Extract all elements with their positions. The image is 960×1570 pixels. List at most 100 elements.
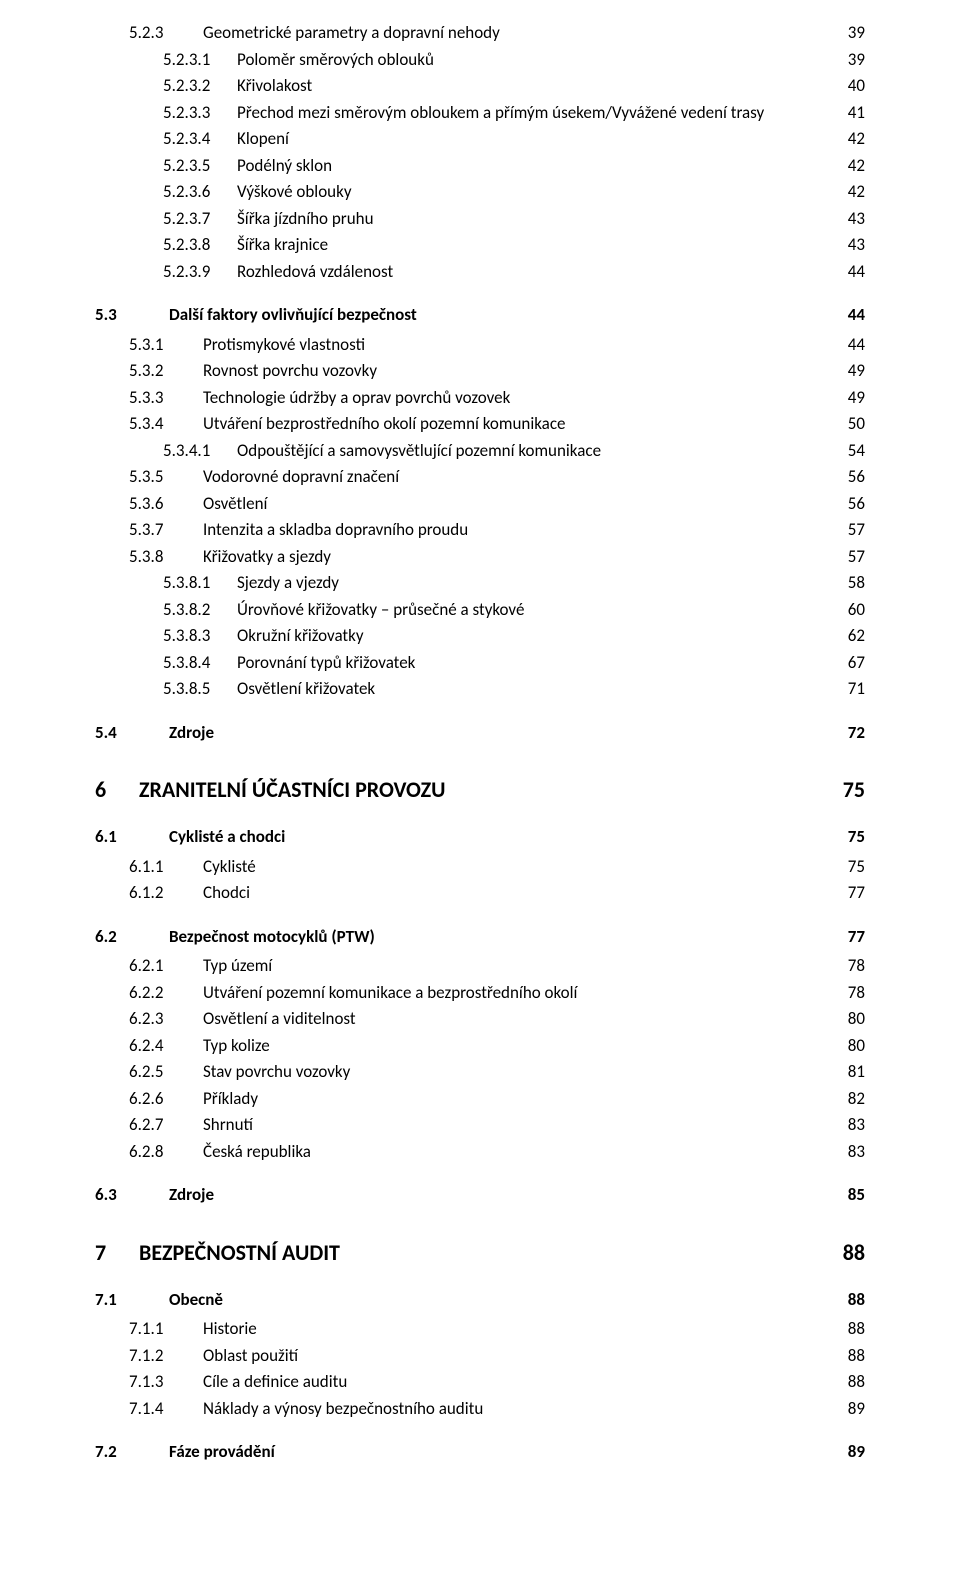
toc-entry-title: Sjezdy a vjezdy — [237, 570, 836, 596]
toc-entry-page: 40 — [848, 73, 865, 99]
toc-entry-title: Odpouštějící a samovysvětlující pozemní … — [237, 438, 836, 464]
toc-entry-page: 49 — [848, 358, 865, 384]
toc-entry-number: 5.3.8 — [129, 544, 203, 570]
toc-entry-title: Úrovňové křižovatky – průsečné a stykové — [237, 597, 836, 623]
toc-entry-title: Protismykové vlastnosti — [203, 332, 836, 358]
toc-entry-page: 41 — [848, 100, 865, 126]
toc-entry-page: 43 — [848, 232, 865, 258]
toc-entry-number: 5.3.6 — [129, 491, 203, 517]
toc-entry-number: 7.1 — [95, 1287, 169, 1313]
toc-entry-title: Přechod mezi směrovým obloukem a přímým … — [237, 100, 836, 126]
toc-entry-title: ZRANITELNÍ ÚČASTNÍCI PROVOZU — [139, 773, 831, 806]
toc-entry: 6.2.1Typ území78 — [95, 953, 865, 979]
toc-entry: 5.2.3.7Šířka jízdního pruhu 43 — [95, 206, 865, 232]
toc-entry: 6.2.3Osvětlení a viditelnost80 — [95, 1006, 865, 1032]
toc-entry-title: Cyklisté — [203, 854, 836, 880]
toc-entry-number: 7.1.2 — [129, 1343, 203, 1369]
toc-entry-title: Klopení — [237, 126, 836, 152]
toc-entry-page: 49 — [848, 385, 865, 411]
toc-entry-number: 5.2.3.9 — [163, 259, 237, 285]
toc-entry: 5.4Zdroje72 — [95, 720, 865, 746]
toc-entry-title: Cyklisté a chodci — [169, 824, 836, 850]
toc-entry-number: 6.2.1 — [129, 953, 203, 979]
toc-entry-title: Šířka jízdního pruhu — [237, 206, 836, 232]
toc-entry-number: 5.2.3.3 — [163, 100, 237, 126]
toc-entry-number: 6.2.7 — [129, 1112, 203, 1138]
toc-entry-page: 85 — [848, 1182, 865, 1208]
toc-entry: 6.2.4Typ kolize80 — [95, 1033, 865, 1059]
toc-entry-page: 67 — [848, 650, 865, 676]
toc-entry-title: Osvětlení — [203, 491, 836, 517]
toc-entry-title: Podélný sklon — [237, 153, 836, 179]
toc-entry: 5.3.7Intenzita a skladba dopravního prou… — [95, 517, 865, 543]
toc-entry-number: 6.3 — [95, 1182, 169, 1208]
toc-entry-number: 6.1 — [95, 824, 169, 850]
toc-entry-page: 44 — [848, 259, 865, 285]
toc-entry-page: 56 — [848, 464, 865, 490]
toc-entry-number: 5.2.3.7 — [163, 206, 237, 232]
toc-entry: 7.1.4Náklady a výnosy bezpečnostního aud… — [95, 1396, 865, 1422]
toc-entry-title: BEZPEČNOSTNÍ AUDIT — [139, 1236, 831, 1269]
toc-entry: 5.3.2Rovnost povrchu vozovky49 — [95, 358, 865, 384]
toc-entry: 5.3.8.2Úrovňové křižovatky – průsečné a … — [95, 597, 865, 623]
toc-entry: 6.3Zdroje85 — [95, 1182, 865, 1208]
toc-entry: 7.1.2Oblast použití 88 — [95, 1343, 865, 1369]
toc-entry-number: 5.3.7 — [129, 517, 203, 543]
toc-entry-page: 88 — [848, 1343, 865, 1369]
toc-entry-page: 62 — [848, 623, 865, 649]
toc-entry-page: 77 — [848, 924, 865, 950]
toc-entry-number: 7.2 — [95, 1439, 169, 1465]
toc-entry-page: 75 — [848, 824, 865, 850]
toc-entry-number: 5.2.3.8 — [163, 232, 237, 258]
toc-entry-title: Vodorovné dopravní značení — [203, 464, 836, 490]
toc-entry: 6.1.2Chodci77 — [95, 880, 865, 906]
toc-entry-number: 5.4 — [95, 720, 169, 746]
toc-entry: 6.2.6Příklady82 — [95, 1086, 865, 1112]
toc-entry-title: Oblast použití — [203, 1343, 836, 1369]
toc-entry-title: Další faktory ovlivňující bezpečnost — [169, 302, 836, 328]
toc-entry-title: Technologie údržby a oprav povrchů vozov… — [203, 385, 836, 411]
toc-entry: 5.3.8.3Okružní křižovatky62 — [95, 623, 865, 649]
toc-entry-page: 82 — [848, 1086, 865, 1112]
toc-entry: 7.1.3Cíle a definice auditu88 — [95, 1369, 865, 1395]
toc-entry-number: 6.2.2 — [129, 980, 203, 1006]
toc-entry: 5.2.3.2Křivolakost40 — [95, 73, 865, 99]
toc-entry: 6ZRANITELNÍ ÚČASTNÍCI PROVOZU75 — [95, 773, 865, 806]
toc-entry-title: Obecně — [169, 1287, 836, 1313]
toc-entry-title: Okružní křižovatky — [237, 623, 836, 649]
toc-entry: 5.3.1Protismykové vlastnosti44 — [95, 332, 865, 358]
toc-entry-page: 71 — [848, 676, 865, 702]
toc-entry-number: 6.1.2 — [129, 880, 203, 906]
toc-entry-number: 7 — [95, 1236, 139, 1269]
toc-entry-page: 75 — [848, 854, 865, 880]
toc-entry-page: 39 — [848, 47, 865, 73]
toc-entry-number: 5.2.3.1 — [163, 47, 237, 73]
toc-entry-number: 6.2 — [95, 924, 169, 950]
toc-entry-title: Křižovatky a sjezdy — [203, 544, 836, 570]
toc-entry-title: Šířka krajnice — [237, 232, 836, 258]
toc-entry-title: Geometrické parametry a dopravní nehody — [203, 20, 836, 46]
toc-entry-title: Osvětlení a viditelnost — [203, 1006, 836, 1032]
toc-entry: 7BEZPEČNOSTNÍ AUDIT88 — [95, 1236, 865, 1269]
toc-entry-title: Bezpečnost motocyklů (PTW) — [169, 924, 836, 950]
toc-entry: 5.3.4Utváření bezprostředního okolí poze… — [95, 411, 865, 437]
toc-entry: 6.1Cyklisté a chodci 75 — [95, 824, 865, 850]
toc-entry-title: Utváření bezprostředního okolí pozemní k… — [203, 411, 836, 437]
toc-entry-number: 5.3.8.4 — [163, 650, 237, 676]
toc-entry-title: Historie — [203, 1316, 836, 1342]
toc-entry-number: 5.3.8.1 — [163, 570, 237, 596]
toc-entry: 7.2Fáze provádění89 — [95, 1439, 865, 1465]
toc-entry: 5.2.3Geometrické parametry a dopravní ne… — [95, 20, 865, 46]
toc-entry-number: 5.3 — [95, 302, 169, 328]
toc-entry: 7.1.1Historie88 — [95, 1316, 865, 1342]
toc-entry-page: 43 — [848, 206, 865, 232]
toc-entry-title: Porovnání typů křižovatek — [237, 650, 836, 676]
toc-entry-title: Česká republika — [203, 1139, 836, 1165]
toc-entry-number: 5.3.8.5 — [163, 676, 237, 702]
toc-entry-page: 42 — [848, 126, 865, 152]
toc-entry-title: Zdroje — [169, 720, 836, 746]
toc-entry-page: 39 — [848, 20, 865, 46]
toc-entry-title: Rozhledová vzdálenost — [237, 259, 836, 285]
toc-entry-title: Stav povrchu vozovky — [203, 1059, 836, 1085]
toc-entry-number: 5.3.8.2 — [163, 597, 237, 623]
